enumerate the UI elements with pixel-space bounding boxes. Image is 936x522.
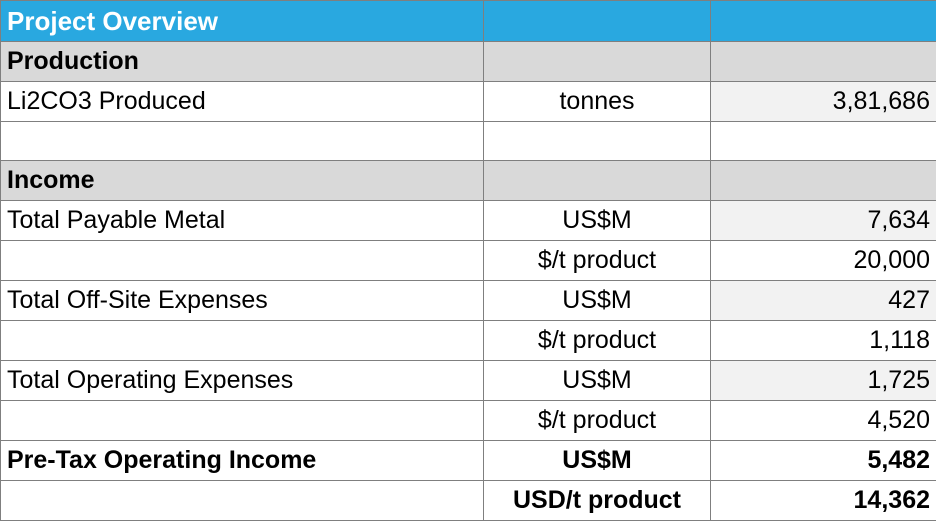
table-row: $/t product 1,118: [0, 320, 936, 361]
section-header-income[interactable]: Income: [0, 160, 484, 201]
row-label[interactable]: Total Payable Metal: [0, 200, 484, 241]
section-cell[interactable]: [710, 41, 936, 82]
row-unit[interactable]: US$M: [483, 280, 711, 321]
section-cell[interactable]: [710, 160, 936, 201]
row-value[interactable]: 14,362: [710, 480, 936, 521]
section-cell[interactable]: [483, 41, 711, 82]
row-label[interactable]: Pre-Tax Operating Income: [0, 440, 484, 481]
blank-row: [0, 121, 936, 161]
row-unit[interactable]: USD/t product: [483, 480, 711, 521]
row-value[interactable]: 427: [710, 280, 936, 321]
row-label[interactable]: Li2CO3 Produced: [0, 81, 484, 122]
row-unit[interactable]: tonnes: [483, 81, 711, 122]
row-value[interactable]: 1,725: [710, 360, 936, 401]
table-row: $/t product 20,000: [0, 240, 936, 281]
table-row: Total Off-Site Expenses US$M 427: [0, 280, 936, 321]
table-row: Li2CO3 Produced tonnes 3,81,686: [0, 81, 936, 122]
section-header-production[interactable]: Production: [0, 41, 484, 82]
blank-cell[interactable]: [0, 121, 484, 161]
title-cell-unit[interactable]: [483, 0, 711, 42]
title-cell-value[interactable]: [710, 0, 936, 42]
row-label[interactable]: [0, 400, 484, 441]
row-value[interactable]: 3,81,686: [710, 81, 936, 122]
section-row-income: Income: [0, 160, 936, 201]
blank-cell[interactable]: [483, 121, 711, 161]
row-label[interactable]: [0, 480, 484, 521]
row-unit[interactable]: $/t product: [483, 240, 711, 281]
table-row: Total Operating Expenses US$M 1,725: [0, 360, 936, 401]
table-row: Total Payable Metal US$M 7,634: [0, 200, 936, 241]
table-row-total: Pre-Tax Operating Income US$M 5,482: [0, 440, 936, 481]
row-unit[interactable]: US$M: [483, 200, 711, 241]
row-label[interactable]: Total Off-Site Expenses: [0, 280, 484, 321]
table-row: $/t product 4,520: [0, 400, 936, 441]
row-unit[interactable]: $/t product: [483, 320, 711, 361]
row-value[interactable]: 1,118: [710, 320, 936, 361]
row-value[interactable]: 4,520: [710, 400, 936, 441]
section-cell[interactable]: [483, 160, 711, 201]
row-label[interactable]: [0, 240, 484, 281]
row-label[interactable]: [0, 320, 484, 361]
row-unit[interactable]: US$M: [483, 360, 711, 401]
section-row-production: Production: [0, 41, 936, 82]
title-row: Project Overview: [0, 0, 936, 42]
row-unit[interactable]: $/t product: [483, 400, 711, 441]
table-title[interactable]: Project Overview: [0, 0, 484, 42]
table-row-total: USD/t product 14,362: [0, 480, 936, 521]
row-value[interactable]: 7,634: [710, 200, 936, 241]
row-label[interactable]: Total Operating Expenses: [0, 360, 484, 401]
blank-cell[interactable]: [710, 121, 936, 161]
row-value[interactable]: 5,482: [710, 440, 936, 481]
row-unit[interactable]: US$M: [483, 440, 711, 481]
row-value[interactable]: 20,000: [710, 240, 936, 281]
